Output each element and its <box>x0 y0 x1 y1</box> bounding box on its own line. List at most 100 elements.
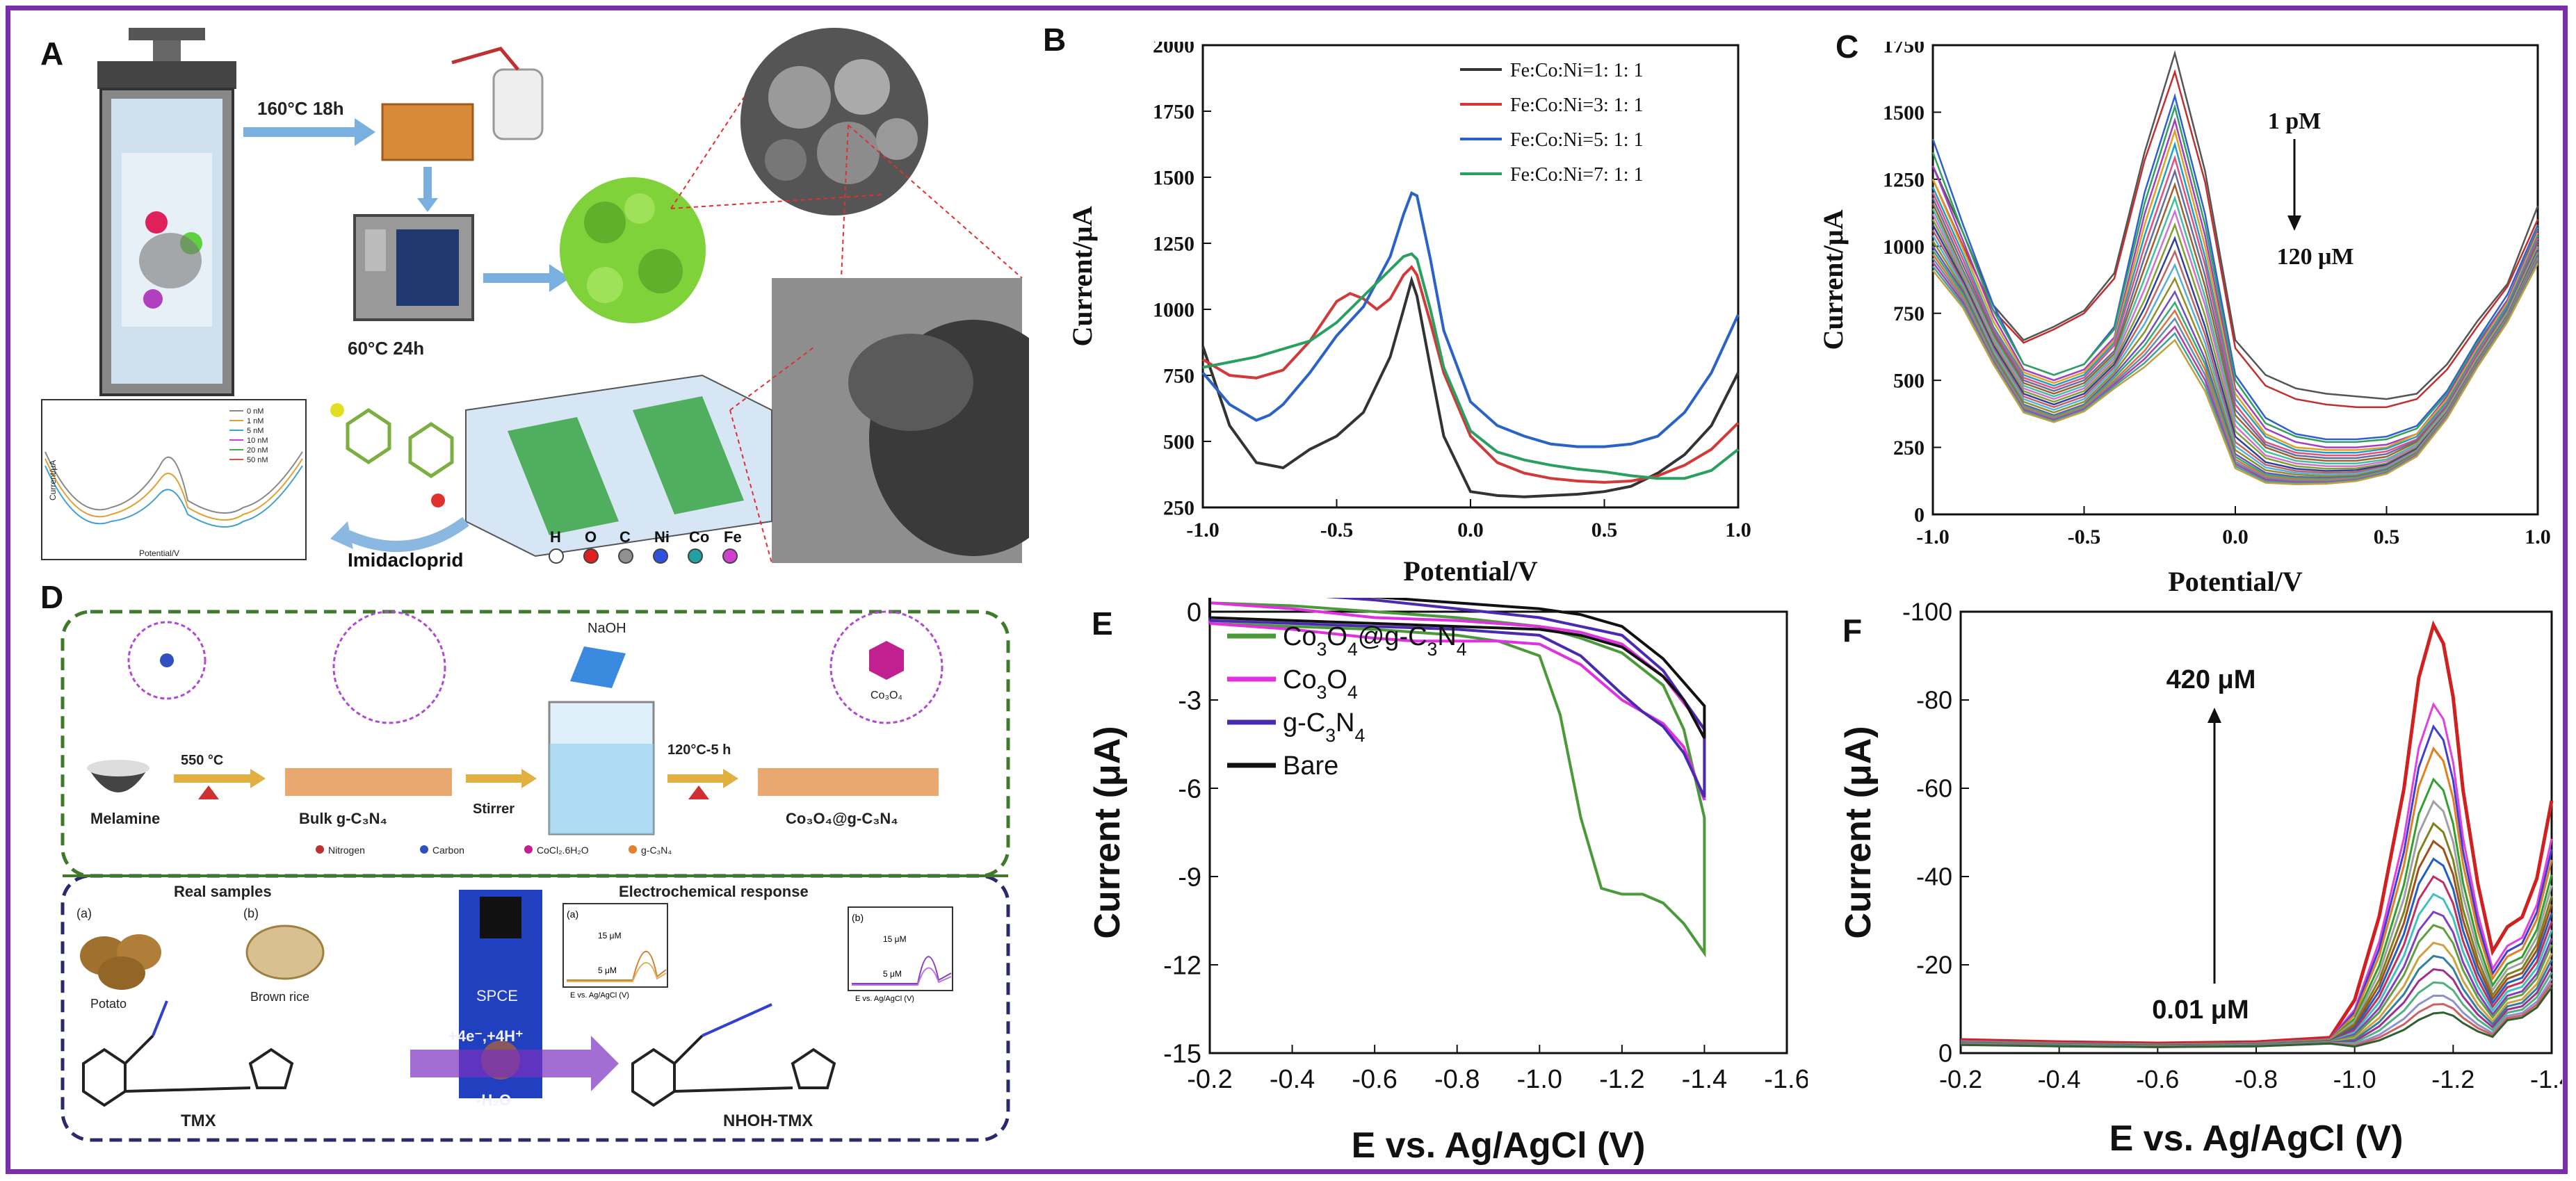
series-line-2 <box>1201 265 1740 484</box>
series-line-24 <box>1932 263 2539 486</box>
mini-b-xlabel: E vs. Ag/AgCl (V) <box>855 995 914 1003</box>
element-label-co: Co <box>689 528 709 546</box>
tmx-label: TMX <box>181 1111 216 1130</box>
y-tick-label: 1000 <box>1883 236 1925 259</box>
series-line-2 <box>1931 69 2539 408</box>
y-tick-label: 1250 <box>1883 168 1925 191</box>
legend-entry: Fe:Co:Ni=3: 1: 1 <box>1510 95 1644 116</box>
sem-image <box>740 28 928 215</box>
synthesis-legend-entry: Carbon <box>432 845 464 856</box>
element-label-ni: Ni <box>654 528 670 546</box>
x-tick-label: -0.8 <box>2235 1065 2278 1093</box>
element-dot-co <box>688 548 703 564</box>
oven-icon <box>353 214 474 321</box>
series-line-4 <box>1202 252 1740 480</box>
series-line-19 <box>1960 982 2553 1048</box>
panel-label-f: F <box>1842 612 1863 649</box>
melamine-label: Melamine <box>90 810 160 827</box>
series-line-5 <box>1931 117 2539 448</box>
legend-entry: Fe:Co:Ni=1: 1: 1 <box>1510 60 1644 81</box>
x-tick-label: -1.4 <box>1682 1065 1727 1094</box>
co3o4-hexagon-icon <box>869 641 904 680</box>
x-tick-label: 1.0 <box>1725 519 1751 541</box>
annotation-bottom: 120 μM <box>2277 244 2354 270</box>
synthesis-box <box>60 610 1010 878</box>
y-axis-label: Current (μA) <box>1087 726 1128 938</box>
synthesis-legend-entry: g-C₃N₄ <box>641 845 672 856</box>
brown-rice-label: Brown rice <box>250 990 309 1004</box>
chart-f: -0.2 -0.4 -0.6 -0.8 -1.0 -1.2 -1.4 0 -20 -40 -60 -8… <box>1838 598 2562 1159</box>
bulk-gc3n4-icon <box>285 768 452 796</box>
series-line-10 <box>1931 181 2539 462</box>
annotation-top: 1 pM <box>2268 108 2322 134</box>
plot-frame <box>1201 44 1740 509</box>
y-axis-label: Current/μA <box>1817 209 1849 350</box>
y-tick-label: -60 <box>1916 774 1952 803</box>
naoh-label: NaOH <box>588 621 626 636</box>
wash-bottle-icon <box>451 47 544 140</box>
y-tick-label: 500 <box>1163 431 1194 454</box>
x-tick-label: -1.4 <box>2530 1065 2562 1093</box>
step2-label: 60°C 24h <box>348 338 424 359</box>
inset-legend-entry: 20 nM <box>247 446 268 455</box>
series-line-3 <box>1201 191 1740 448</box>
element-dot-h <box>549 548 564 564</box>
nhoh-tmx-label: NHOH-TMX <box>723 1111 813 1130</box>
legend-entry: Bare <box>1283 751 1338 781</box>
x-axis-label: E vs. Ag/AgCl (V) <box>2109 1118 2404 1159</box>
series-line-17 <box>1960 972 2553 1048</box>
reaction-label: +4e⁻,+4H⁺ <box>448 1027 524 1045</box>
legend-entry: Co3O4 <box>1283 665 1358 703</box>
nhoh-tmx-molecule-icon <box>631 1003 836 1107</box>
synthesis-legend-entry: Nitrogen <box>328 845 365 856</box>
y-tick-label: -9 <box>1178 863 1201 892</box>
y-tick-label: -15 <box>1163 1039 1201 1068</box>
mof-particle-icon <box>560 177 706 323</box>
water-label: -H₂O <box>476 1091 511 1109</box>
chart-c: -1.0 -0.5 0.0 0.5 1.0 0 250 500 750 1000 1250 1500 1… <box>1817 42 2551 597</box>
arrow-head-icon <box>2208 708 2221 723</box>
stirrer-label: Stirrer <box>473 801 515 817</box>
x-tick-label: 0.0 <box>1457 519 1484 541</box>
x-tick-label: -0.6 <box>1352 1065 1397 1094</box>
x-tick-label: 0.0 <box>2222 526 2249 548</box>
y-tick-label: 0 <box>1938 1039 1952 1068</box>
synthesis-legend: Nitrogen Carbon CoCl₂.6H₂O g-C₃N₄ <box>316 845 672 856</box>
mini-a-low: 5 μM <box>598 966 617 975</box>
series-line-9 <box>1931 168 2539 459</box>
x-tick-label: -0.5 <box>2068 526 2101 548</box>
mini-a-high: 15 μM <box>598 931 622 940</box>
y-tick-label: 750 <box>1163 365 1194 388</box>
sponge-icon <box>381 103 474 161</box>
x-axis-label: Potential/V <box>2168 566 2302 597</box>
y-tick-label: -20 <box>1916 951 1952 979</box>
x-tick-label: -0.4 <box>1270 1065 1315 1094</box>
annotation-top: 420 μM <box>2166 665 2256 694</box>
legend-entry: Fe:Co:Ni=5: 1: 1 <box>1510 129 1644 151</box>
temp1-label: 550 °C <box>181 753 223 768</box>
inset-xlabel: Potential/V <box>139 548 179 558</box>
legend-entry: g-C3N4 <box>1283 708 1365 746</box>
x-tick-label: -1.0 <box>2333 1065 2376 1093</box>
x-tick-label: 0.5 <box>1591 519 1618 541</box>
x-tick-label: 0.5 <box>2374 526 2400 548</box>
panel-label-d: D <box>40 579 64 615</box>
y-tick-label: 1500 <box>1153 167 1194 190</box>
product-label: Co₃O₄@g-C₃N₄ <box>786 810 898 827</box>
inset-legend-entry: 10 nM <box>247 437 268 445</box>
x-tick-label: -1.0 <box>1916 526 1950 548</box>
annotation-bottom: 0.01 μM <box>2152 995 2249 1025</box>
x-tick-label: -1.2 <box>1599 1065 1644 1094</box>
mini-b-high: 15 μM <box>883 934 907 944</box>
scheme-a: 160°C 18h 60°C 24h <box>41 28 1029 570</box>
composite-icon <box>758 768 939 796</box>
crystal-structure-icon <box>465 374 772 557</box>
series-line-2 <box>1960 701 2553 1045</box>
y-tick-label: 1000 <box>1153 299 1194 322</box>
mini-b-tag: (b) <box>852 912 864 923</box>
element-label-fe: Fe <box>724 528 742 546</box>
co3o4-label: Co₃O₄ <box>870 690 902 701</box>
element-dot-o <box>583 548 599 564</box>
x-tick-label: -0.2 <box>1939 1065 1982 1093</box>
element-label-h: H <box>550 528 561 546</box>
